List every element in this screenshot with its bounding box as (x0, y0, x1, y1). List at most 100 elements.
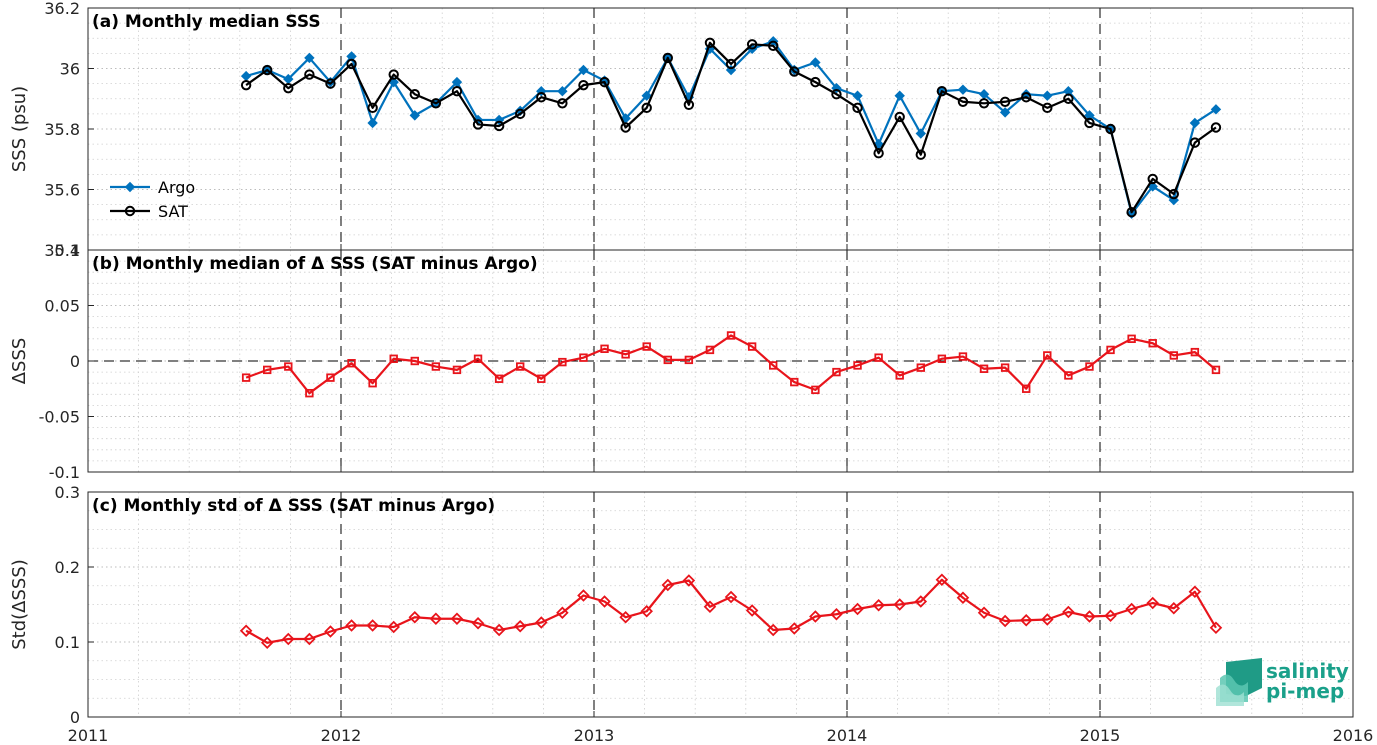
data-point (472, 119, 484, 130)
data-point (1022, 384, 1031, 393)
data-point (895, 371, 904, 380)
data-point (999, 96, 1011, 107)
data-point (853, 361, 862, 370)
data-point (493, 120, 505, 132)
legend: Argo SAT (110, 178, 195, 221)
data-point (789, 66, 800, 77)
data-point (790, 377, 799, 387)
data-point (956, 591, 970, 605)
data-point (747, 342, 757, 351)
data-point (283, 82, 294, 94)
data-point (556, 606, 569, 620)
chart-panel-b: -0.1 -0.05 0 0.05 0.1 ΔSSS (b) Monthly median … (9, 241, 1354, 482)
y-axis-label: ΔSSS (9, 338, 30, 385)
data-point (241, 373, 251, 382)
data-point (263, 365, 272, 375)
data-point (1085, 362, 1094, 371)
data-point (1127, 334, 1136, 343)
logo-line1: salinity (1266, 659, 1349, 683)
data-point (663, 355, 672, 365)
axes-frame (87, 491, 1354, 718)
data-point (366, 619, 379, 632)
data-point (451, 85, 463, 97)
data-point (326, 373, 335, 382)
data-point (305, 388, 314, 398)
grid (88, 492, 1353, 717)
y-axis-label: SSS (psu) (9, 86, 30, 172)
data-point (557, 85, 568, 97)
data-point (1042, 102, 1053, 114)
data-point (1210, 122, 1222, 133)
data-point (473, 354, 483, 363)
data-point (240, 79, 252, 91)
y-tick-label: -0.05 (39, 408, 80, 427)
legend-label: SAT (158, 202, 188, 221)
data-point (768, 40, 779, 52)
data-point (513, 619, 527, 633)
data-point (1146, 596, 1159, 610)
data-point (430, 98, 442, 109)
data-point (1021, 89, 1032, 100)
y-tick-label: 0.1 (55, 241, 80, 260)
y-tick-label: 36.2 (44, 0, 80, 18)
data-point (388, 69, 399, 80)
data-point (389, 354, 398, 363)
data-point (703, 600, 717, 614)
series-sat (240, 37, 1222, 218)
data-point (1106, 345, 1115, 355)
data-point (558, 357, 567, 367)
y-tick-label: 0 (70, 708, 80, 727)
data-point (1104, 609, 1117, 623)
chart-panel-c: 0 0.1 0.2 0.3 2011 2012 2013 2014 2015 2016 Std(ΔS… (9, 483, 1373, 745)
legend-marker (124, 181, 136, 193)
data-point (1084, 110, 1095, 121)
data-point (621, 350, 630, 359)
data-point (872, 598, 885, 612)
data-point (1063, 93, 1074, 104)
data-point (1189, 117, 1201, 129)
data-point (851, 602, 864, 616)
data-point (431, 362, 441, 371)
data-point (535, 616, 548, 629)
series-line (245, 578, 1217, 644)
data-point (811, 385, 820, 395)
data-point (746, 39, 758, 50)
data-point (387, 620, 400, 634)
data-point (471, 616, 485, 630)
logo-line2: pi-mep (1266, 679, 1344, 703)
data-point (1148, 339, 1157, 348)
data-point (536, 92, 547, 103)
legend-label: Argo (158, 178, 195, 197)
data-point (408, 610, 422, 624)
data-point (1043, 351, 1052, 360)
data-point (346, 58, 357, 70)
data-point (724, 590, 738, 604)
x-tick-label: 2012 (321, 726, 362, 745)
data-point (345, 619, 358, 632)
salinity-wave-logo-icon (1216, 658, 1262, 706)
y-tick-label: 0.05 (44, 297, 80, 316)
data-point (641, 90, 652, 101)
data-point (1167, 601, 1181, 615)
data-point (915, 149, 926, 160)
data-point (1084, 117, 1095, 129)
y-tick-label: 0.1 (55, 633, 80, 652)
data-point (662, 52, 673, 64)
legend-marker (124, 205, 136, 217)
data-point (409, 89, 420, 100)
data-point (1064, 371, 1073, 380)
x-tick-label: 2016 (1333, 726, 1374, 745)
data-point (1063, 85, 1074, 97)
data-point (578, 79, 589, 91)
data-point (515, 108, 526, 120)
x-tick-label: 2011 (68, 726, 109, 745)
x-tick-label: 2014 (827, 726, 868, 745)
data-point (450, 612, 464, 626)
y-tick-label: -0.1 (49, 463, 80, 482)
data-point (304, 69, 315, 80)
data-point (745, 604, 759, 617)
y-tick-label: 35.8 (44, 120, 80, 139)
data-point (1125, 602, 1138, 616)
data-point (958, 352, 968, 361)
grid (88, 250, 1353, 472)
